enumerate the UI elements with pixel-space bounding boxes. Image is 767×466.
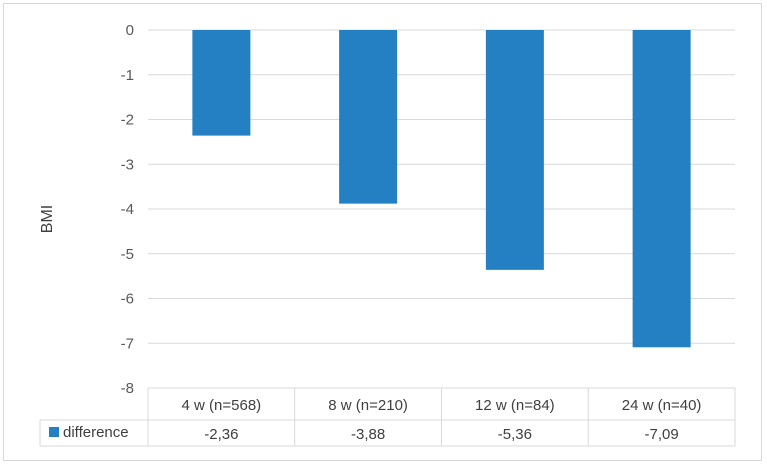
data-value-label: -7,09 <box>645 426 679 443</box>
y-tick-label: -6 <box>121 291 134 308</box>
bar <box>192 30 251 136</box>
data-value-label: -3,88 <box>351 426 385 443</box>
y-axis-label: BMI <box>39 205 56 233</box>
y-tick-label: -3 <box>121 156 134 173</box>
y-tick-label: 0 <box>126 22 134 39</box>
category-label: 24 w (n=40) <box>622 397 702 414</box>
data-value-label: -2,36 <box>204 426 238 443</box>
y-tick-label: -7 <box>121 335 134 352</box>
y-tick-label: -8 <box>121 380 134 397</box>
category-label: 8 w (n=210) <box>328 397 408 414</box>
y-tick-label: -5 <box>121 246 134 263</box>
category-label: 12 w (n=84) <box>475 397 555 414</box>
bars <box>192 30 691 348</box>
bar <box>485 30 544 270</box>
y-tick-label: -4 <box>121 201 134 218</box>
legend-label: difference <box>63 424 129 441</box>
legend-key <box>49 427 59 437</box>
y-axis-ticks: 0 -1 -2 -3 -4 -5 -6 -7 -8 <box>121 22 134 397</box>
y-tick-label: -2 <box>121 112 134 129</box>
bar <box>632 30 691 348</box>
bar <box>339 30 398 204</box>
category-label: 4 w (n=568) <box>182 397 262 414</box>
data-value-label: -5,36 <box>498 426 532 443</box>
data-table: 4 w (n=568) 8 w (n=210) 12 w (n=84) 24 w (n… <box>39 388 736 447</box>
y-tick-label: -1 <box>121 67 134 84</box>
